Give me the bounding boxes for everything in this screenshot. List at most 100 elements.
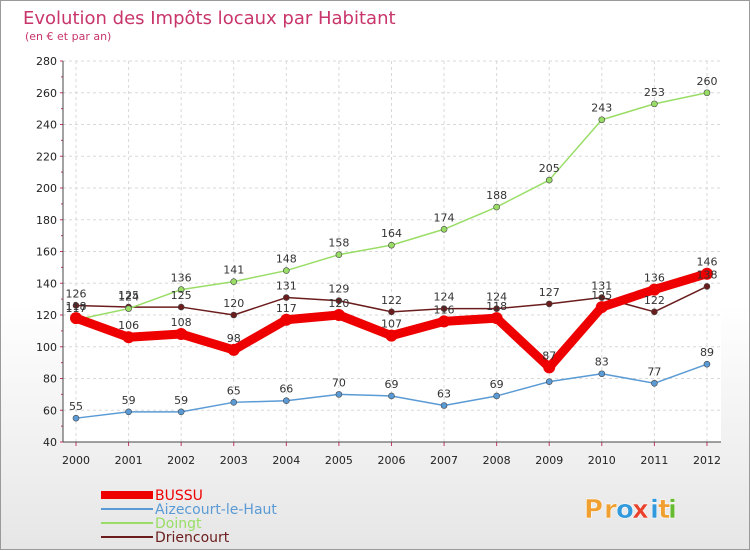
chart-subtitle: (en € et par an) bbox=[25, 30, 111, 43]
data-label-driencourt: 127 bbox=[539, 286, 560, 299]
data-label-doingt: 243 bbox=[591, 102, 612, 115]
data-label-driencourt: 129 bbox=[328, 283, 349, 296]
data-point-doingt bbox=[230, 278, 238, 285]
data-label-doingt: 158 bbox=[328, 237, 349, 250]
data-point-driencourt bbox=[72, 302, 80, 309]
data-label-driencourt: 122 bbox=[644, 294, 665, 307]
data-label-bussu: 146 bbox=[696, 256, 717, 269]
y-tick-label: 240 bbox=[36, 119, 57, 132]
data-point-bussu bbox=[595, 301, 608, 314]
data-point-doingt bbox=[440, 225, 448, 233]
logo-letter: r bbox=[604, 495, 617, 525]
data-point-doingt bbox=[651, 100, 658, 108]
legend-label-driencourt: Driencourt bbox=[155, 530, 230, 546]
y-tick-label: 260 bbox=[36, 87, 57, 100]
data-point-aizecourt-le-haut bbox=[440, 402, 448, 409]
y-tick-label: 60 bbox=[43, 404, 57, 417]
data-point-aizecourt-le-haut bbox=[703, 360, 711, 368]
data-label-aizecourt-le-haut: 70 bbox=[332, 376, 346, 389]
data-label-bussu: 118 bbox=[486, 300, 507, 313]
data-point-doingt bbox=[493, 203, 500, 211]
data-labels: 126 125 125 120 131 129 122 124 124 127 131 122 138 5… bbox=[66, 75, 718, 413]
data-point-doingt bbox=[598, 116, 606, 124]
data-point-aizecourt-le-haut bbox=[651, 379, 658, 387]
data-label-bussu: 117 bbox=[276, 302, 297, 315]
data-point-doingt bbox=[545, 176, 553, 184]
data-point-driencourt bbox=[651, 308, 658, 316]
x-tick-label: 2003 bbox=[220, 454, 248, 467]
data-label-bussu: 120 bbox=[328, 297, 349, 310]
data-label-driencourt: 131 bbox=[591, 280, 612, 293]
y-tick-label: 140 bbox=[36, 277, 57, 290]
x-tick-label: 2009 bbox=[535, 454, 563, 467]
data-point-doingt bbox=[703, 89, 711, 97]
data-point-driencourt bbox=[493, 305, 500, 312]
y-tick-label: 40 bbox=[43, 436, 57, 449]
data-label-bussu: 87 bbox=[542, 349, 556, 362]
data-point-bussu bbox=[332, 309, 345, 321]
data-point-doingt bbox=[335, 251, 343, 258]
data-label-doingt: 188 bbox=[486, 189, 507, 202]
data-label-doingt: 117 bbox=[66, 302, 87, 315]
y-tick-label: 100 bbox=[36, 341, 57, 354]
y-tick-label: 220 bbox=[36, 150, 57, 163]
data-point-bussu bbox=[175, 328, 188, 341]
x-tick-label: 2008 bbox=[483, 454, 511, 467]
x-tick-label: 2002 bbox=[167, 454, 195, 467]
data-point-aizecourt-le-haut bbox=[177, 408, 185, 416]
logo-letter: o bbox=[616, 495, 634, 525]
data-point-doingt bbox=[283, 267, 290, 274]
data-point-driencourt bbox=[545, 300, 553, 308]
y-tick-label: 80 bbox=[43, 373, 57, 386]
data-point-doingt bbox=[388, 241, 395, 249]
x-tick-label: 2012 bbox=[693, 454, 721, 467]
data-point-bussu bbox=[70, 312, 82, 325]
data-label-aizecourt-le-haut: 55 bbox=[69, 400, 83, 413]
data-label-driencourt: 126 bbox=[66, 287, 87, 300]
data-point-bussu bbox=[490, 312, 503, 325]
data-point-bussu bbox=[385, 329, 398, 342]
chart-title: Evolution des Impôts locaux par Habitant bbox=[23, 8, 396, 29]
data-label-aizecourt-le-haut: 77 bbox=[647, 365, 661, 378]
data-label-aizecourt-le-haut: 69 bbox=[384, 378, 398, 391]
data-point-aizecourt-le-haut bbox=[598, 370, 606, 378]
data-label-doingt: 141 bbox=[223, 264, 244, 277]
data-point-driencourt bbox=[703, 283, 711, 290]
data-point-bussu bbox=[438, 315, 451, 328]
data-point-bussu bbox=[122, 331, 135, 344]
x-tick-label: 2004 bbox=[272, 454, 300, 467]
data-label-doingt: 260 bbox=[696, 75, 717, 88]
x-tick-label: 2007 bbox=[430, 454, 458, 467]
data-point-aizecourt-le-haut bbox=[72, 414, 80, 422]
data-label-driencourt: 124 bbox=[434, 291, 455, 304]
data-point-aizecourt-le-haut bbox=[125, 408, 132, 416]
data-point-doingt bbox=[125, 305, 132, 312]
series-layer bbox=[70, 89, 713, 422]
data-label-driencourt: 122 bbox=[381, 294, 402, 307]
data-label-aizecourt-le-haut: 69 bbox=[490, 378, 504, 391]
logo-letter: t bbox=[658, 495, 670, 525]
data-label-aizecourt-le-haut: 65 bbox=[227, 384, 241, 397]
data-point-aizecourt-le-haut bbox=[388, 392, 395, 400]
x-tick-label: 2006 bbox=[377, 454, 405, 467]
data-point-driencourt bbox=[335, 297, 343, 305]
data-point-bussu bbox=[227, 343, 240, 356]
data-label-aizecourt-le-haut: 83 bbox=[595, 356, 609, 369]
data-point-driencourt bbox=[230, 311, 238, 319]
data-point-driencourt bbox=[598, 294, 606, 301]
data-point-aizecourt-le-haut bbox=[230, 399, 238, 406]
logo-letter: i bbox=[668, 495, 677, 525]
legend-label-bussu: BUSSU bbox=[155, 488, 203, 504]
data-label-doingt: 124 bbox=[118, 291, 139, 304]
data-label-driencourt: 125 bbox=[171, 289, 192, 302]
data-label-doingt: 174 bbox=[434, 211, 455, 224]
data-point-doingt bbox=[177, 286, 185, 293]
x-tick-label: 2000 bbox=[62, 454, 90, 467]
data-point-aizecourt-le-haut bbox=[335, 391, 343, 398]
data-point-driencourt bbox=[440, 305, 448, 312]
data-point-bussu bbox=[543, 361, 556, 374]
data-point-bussu bbox=[700, 267, 713, 280]
data-label-aizecourt-le-haut: 89 bbox=[700, 346, 714, 359]
data-label-bussu: 125 bbox=[591, 289, 612, 302]
